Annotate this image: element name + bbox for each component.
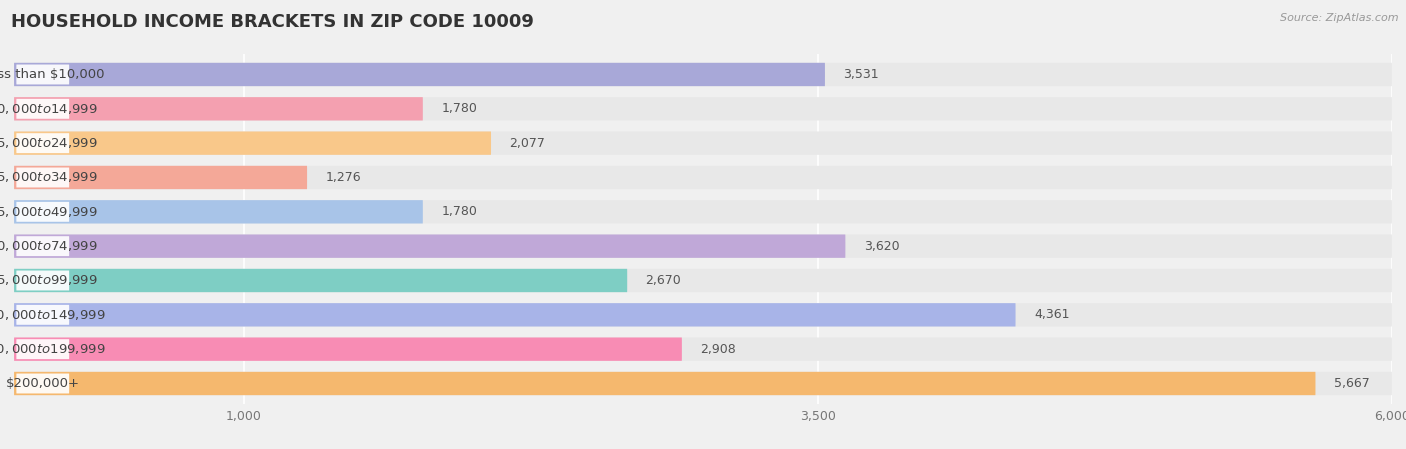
Text: 2,908: 2,908: [700, 343, 735, 356]
FancyBboxPatch shape: [14, 338, 682, 361]
Text: 1,780: 1,780: [441, 205, 477, 218]
Text: $150,000 to $199,999: $150,000 to $199,999: [0, 342, 105, 356]
FancyBboxPatch shape: [14, 372, 1392, 395]
Text: $35,000 to $49,999: $35,000 to $49,999: [0, 205, 97, 219]
FancyBboxPatch shape: [17, 339, 69, 359]
Text: Less than $10,000: Less than $10,000: [0, 68, 104, 81]
Text: $100,000 to $149,999: $100,000 to $149,999: [0, 308, 105, 322]
FancyBboxPatch shape: [17, 133, 69, 153]
Text: 2,077: 2,077: [509, 136, 546, 150]
Text: 1,780: 1,780: [441, 102, 477, 115]
Text: $25,000 to $34,999: $25,000 to $34,999: [0, 171, 97, 185]
FancyBboxPatch shape: [14, 303, 1392, 326]
Text: 3,531: 3,531: [844, 68, 879, 81]
FancyBboxPatch shape: [14, 234, 1392, 258]
FancyBboxPatch shape: [14, 269, 1392, 292]
Text: $10,000 to $14,999: $10,000 to $14,999: [0, 102, 97, 116]
Text: $50,000 to $74,999: $50,000 to $74,999: [0, 239, 97, 253]
FancyBboxPatch shape: [14, 234, 845, 258]
Text: 4,361: 4,361: [1033, 308, 1070, 321]
Text: $15,000 to $24,999: $15,000 to $24,999: [0, 136, 97, 150]
FancyBboxPatch shape: [14, 132, 1392, 155]
FancyBboxPatch shape: [14, 303, 1015, 326]
FancyBboxPatch shape: [14, 97, 1392, 120]
FancyBboxPatch shape: [14, 97, 423, 120]
FancyBboxPatch shape: [17, 271, 69, 291]
Text: $200,000+: $200,000+: [6, 377, 80, 390]
FancyBboxPatch shape: [14, 200, 1392, 224]
Text: $75,000 to $99,999: $75,000 to $99,999: [0, 273, 97, 287]
FancyBboxPatch shape: [14, 200, 423, 224]
FancyBboxPatch shape: [17, 236, 69, 256]
Text: 2,670: 2,670: [645, 274, 682, 287]
FancyBboxPatch shape: [17, 65, 69, 84]
FancyBboxPatch shape: [14, 132, 491, 155]
FancyBboxPatch shape: [14, 63, 1392, 86]
Text: 3,620: 3,620: [863, 240, 900, 253]
Text: Source: ZipAtlas.com: Source: ZipAtlas.com: [1281, 13, 1399, 23]
FancyBboxPatch shape: [14, 338, 1392, 361]
Text: 1,276: 1,276: [325, 171, 361, 184]
FancyBboxPatch shape: [14, 166, 307, 189]
FancyBboxPatch shape: [17, 99, 69, 119]
FancyBboxPatch shape: [17, 167, 69, 187]
Text: 5,667: 5,667: [1334, 377, 1369, 390]
FancyBboxPatch shape: [14, 166, 1392, 189]
FancyBboxPatch shape: [17, 202, 69, 222]
FancyBboxPatch shape: [17, 305, 69, 325]
FancyBboxPatch shape: [14, 372, 1316, 395]
FancyBboxPatch shape: [14, 269, 627, 292]
FancyBboxPatch shape: [14, 63, 825, 86]
FancyBboxPatch shape: [17, 374, 69, 393]
Text: HOUSEHOLD INCOME BRACKETS IN ZIP CODE 10009: HOUSEHOLD INCOME BRACKETS IN ZIP CODE 10…: [11, 13, 534, 31]
